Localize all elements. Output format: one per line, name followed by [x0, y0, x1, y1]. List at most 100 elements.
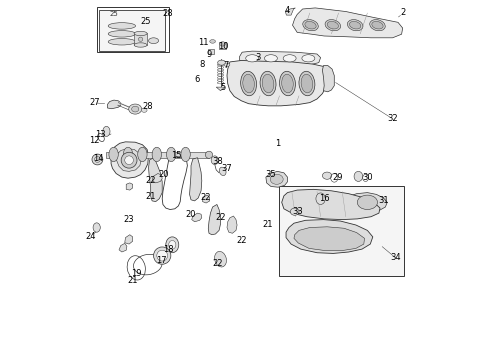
Polygon shape [190, 158, 202, 201]
Ellipse shape [327, 21, 339, 29]
Polygon shape [293, 8, 403, 38]
Ellipse shape [103, 126, 110, 136]
Text: 22: 22 [237, 236, 247, 245]
Ellipse shape [220, 167, 226, 176]
Ellipse shape [241, 71, 257, 96]
Ellipse shape [167, 147, 176, 162]
Text: 25: 25 [110, 11, 119, 17]
Text: 27: 27 [89, 99, 100, 108]
Ellipse shape [169, 240, 176, 249]
Ellipse shape [141, 108, 147, 112]
Polygon shape [126, 183, 133, 190]
Ellipse shape [205, 151, 213, 158]
Text: 10: 10 [218, 42, 229, 51]
Polygon shape [116, 149, 141, 171]
Ellipse shape [218, 60, 225, 65]
Text: 21: 21 [127, 276, 138, 285]
Ellipse shape [134, 43, 147, 47]
Ellipse shape [369, 19, 385, 31]
Text: 37: 37 [221, 164, 232, 173]
Ellipse shape [279, 71, 295, 96]
Polygon shape [349, 193, 387, 212]
Polygon shape [219, 42, 226, 49]
Polygon shape [148, 158, 162, 202]
Text: 3: 3 [255, 53, 260, 62]
Polygon shape [134, 33, 147, 45]
Text: 11: 11 [198, 38, 209, 47]
Ellipse shape [349, 21, 361, 29]
Ellipse shape [316, 193, 325, 204]
Ellipse shape [262, 74, 274, 93]
Text: 22: 22 [146, 176, 156, 185]
Bar [106, 152, 209, 158]
Text: 23: 23 [124, 215, 134, 224]
Text: 30: 30 [362, 174, 373, 183]
Ellipse shape [299, 71, 315, 96]
Text: 6: 6 [194, 76, 199, 85]
Ellipse shape [211, 156, 219, 165]
Ellipse shape [265, 55, 277, 62]
Bar [98, 7, 170, 52]
Ellipse shape [153, 247, 171, 264]
Text: 33: 33 [292, 207, 303, 216]
Ellipse shape [157, 250, 168, 261]
Text: 31: 31 [378, 196, 389, 204]
Text: 20: 20 [185, 210, 196, 219]
Polygon shape [202, 195, 210, 203]
Ellipse shape [325, 19, 341, 31]
Bar [99, 10, 166, 51]
Polygon shape [208, 204, 220, 235]
Ellipse shape [283, 55, 296, 62]
Text: 21: 21 [263, 220, 273, 229]
Ellipse shape [109, 147, 118, 162]
Polygon shape [322, 66, 334, 92]
Text: 7: 7 [223, 61, 229, 70]
Text: 16: 16 [319, 194, 329, 203]
Text: 1: 1 [275, 139, 281, 148]
Text: 22: 22 [215, 213, 226, 222]
Ellipse shape [220, 42, 225, 46]
Polygon shape [216, 87, 225, 91]
Ellipse shape [270, 174, 283, 184]
Ellipse shape [132, 106, 139, 112]
Ellipse shape [152, 147, 162, 162]
Text: 21: 21 [146, 192, 156, 201]
Text: 28: 28 [143, 102, 153, 111]
Ellipse shape [357, 195, 377, 210]
Ellipse shape [354, 171, 363, 181]
Polygon shape [107, 100, 121, 109]
Ellipse shape [301, 74, 313, 93]
Text: 24: 24 [85, 232, 96, 241]
Text: 15: 15 [172, 151, 182, 160]
Text: 34: 34 [390, 253, 401, 262]
Polygon shape [286, 220, 373, 253]
Text: 4: 4 [285, 6, 290, 15]
Text: 29: 29 [333, 173, 343, 182]
Ellipse shape [347, 19, 363, 31]
Polygon shape [294, 227, 365, 251]
Text: 25: 25 [141, 17, 151, 26]
Text: 9: 9 [206, 50, 212, 59]
Ellipse shape [372, 21, 383, 29]
Ellipse shape [123, 147, 133, 162]
Ellipse shape [138, 147, 147, 162]
Ellipse shape [148, 38, 159, 44]
Text: 19: 19 [131, 269, 142, 278]
Ellipse shape [93, 223, 100, 232]
Polygon shape [285, 8, 295, 15]
Ellipse shape [245, 55, 259, 62]
Text: 20: 20 [159, 170, 169, 179]
Polygon shape [208, 49, 215, 54]
Polygon shape [152, 174, 162, 183]
Text: 18: 18 [163, 245, 174, 253]
Ellipse shape [291, 208, 299, 215]
Ellipse shape [108, 31, 136, 37]
Ellipse shape [210, 40, 216, 43]
Text: 8: 8 [200, 60, 205, 69]
Ellipse shape [139, 37, 143, 41]
Ellipse shape [125, 156, 133, 165]
Ellipse shape [260, 71, 276, 96]
Text: 14: 14 [93, 154, 103, 163]
Ellipse shape [108, 23, 136, 29]
Polygon shape [227, 60, 328, 106]
